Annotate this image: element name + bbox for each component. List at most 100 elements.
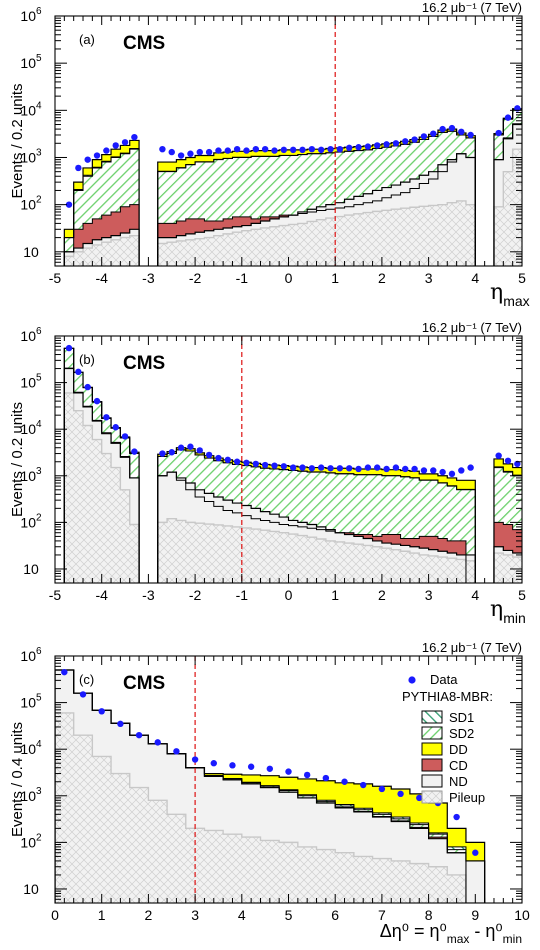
data-point: [229, 762, 236, 769]
y-tick-label: 106: [20, 646, 42, 664]
data-point: [205, 148, 213, 156]
data-point: [65, 201, 73, 208]
pileup-line: [55, 712, 485, 903]
data-point: [308, 465, 316, 472]
data-point: [135, 731, 143, 739]
data-point: [65, 344, 73, 352]
data-point: [504, 114, 512, 121]
panel-label: (b): [79, 352, 95, 367]
data-point: [252, 145, 260, 153]
pileup-band: [55, 712, 485, 903]
data-point: [215, 147, 222, 154]
data-point: [523, 466, 529, 472]
x-tick-label: 5: [518, 270, 526, 286]
data-point: [458, 467, 465, 474]
data-point: [317, 146, 325, 154]
legend-swatch-nd: [421, 774, 443, 788]
x-tick-label: -5: [49, 587, 62, 603]
data-point: [177, 152, 185, 159]
data-point: [177, 444, 185, 451]
legend-label-pileup: Pileup: [449, 790, 485, 805]
data-point: [453, 813, 460, 821]
data-point: [252, 460, 260, 468]
y-axis-label: Events / 0.4 units: [9, 722, 26, 837]
data-point: [187, 150, 194, 157]
data-point: [112, 142, 119, 149]
data-point: [355, 144, 362, 151]
legend-swatch-dd: [421, 742, 443, 756]
data-point: [430, 130, 437, 137]
x-axis: -5 -4 -3 -2 -1 0 1 2 3 4 5: [49, 336, 526, 603]
x-tick-label: 3: [191, 907, 199, 923]
data-point: [280, 146, 288, 154]
data-point: [374, 464, 381, 471]
y-tick-label: 10: [23, 881, 39, 897]
data-point: [75, 164, 82, 172]
data-point: [84, 383, 91, 391]
data-point: [374, 142, 381, 149]
data-point: [346, 144, 353, 152]
data-point: [336, 145, 344, 153]
data-point: [458, 128, 465, 136]
data-point: [430, 467, 437, 474]
data-point: [327, 465, 334, 472]
data-point: [299, 464, 306, 471]
data-point: [392, 464, 400, 471]
data-point: [336, 465, 344, 472]
y-axis-label: Events / 0.2 units: [9, 402, 26, 517]
data-point: [411, 465, 418, 473]
data-point: [84, 156, 91, 163]
data-point: [121, 139, 129, 146]
sd2-band: [64, 99, 522, 252]
dd-line: [63, 347, 522, 583]
data-point: [224, 456, 231, 464]
data-point: [346, 465, 353, 472]
y-tick-label: 106: [20, 326, 42, 344]
data-point: [317, 464, 325, 471]
dd-line: [55, 669, 486, 903]
data-point: [285, 768, 292, 775]
data-point: [215, 454, 222, 462]
data-point: [112, 424, 119, 431]
panel-label: (a): [79, 32, 95, 47]
data-point: [247, 763, 255, 770]
x-tick-label: -1: [236, 270, 249, 286]
x-tick-label: 10: [514, 907, 530, 923]
x-tick-label: -1: [236, 587, 249, 603]
data-point: [187, 443, 194, 450]
data-point: [154, 739, 161, 746]
data-point: [261, 461, 269, 469]
x-tick-label: -4: [95, 270, 108, 286]
data-point: [289, 146, 297, 154]
data-point: [467, 464, 474, 471]
x-tick-label: -2: [189, 587, 202, 603]
data-point: [224, 147, 231, 154]
pileup-band: [64, 134, 522, 266]
x-tick-label: 1: [98, 907, 106, 923]
data-point: [103, 414, 110, 421]
y-tick-label: 10: [23, 244, 39, 260]
data-point: [472, 849, 479, 856]
y-tick-label: 105: [20, 373, 42, 391]
data-point: [378, 785, 386, 793]
data-point: [448, 470, 456, 478]
data-point: [308, 145, 316, 153]
data-point: [448, 124, 456, 132]
data-point: [79, 691, 87, 698]
data-point: [299, 146, 306, 154]
data-point: [121, 433, 129, 440]
legend-generator-label: PYTHIA8-MBR:: [402, 689, 493, 704]
data-point: [289, 464, 297, 471]
data-point: [168, 449, 175, 456]
x-tick-label: 3: [425, 270, 433, 286]
data-point: [360, 781, 367, 789]
data-point: [411, 136, 418, 143]
data-point: [439, 125, 446, 133]
data-point: [514, 460, 521, 468]
legend-label-nd: ND: [449, 774, 468, 789]
legend-label-dd: DD: [449, 742, 468, 757]
x-tick-label: 1: [331, 587, 339, 603]
